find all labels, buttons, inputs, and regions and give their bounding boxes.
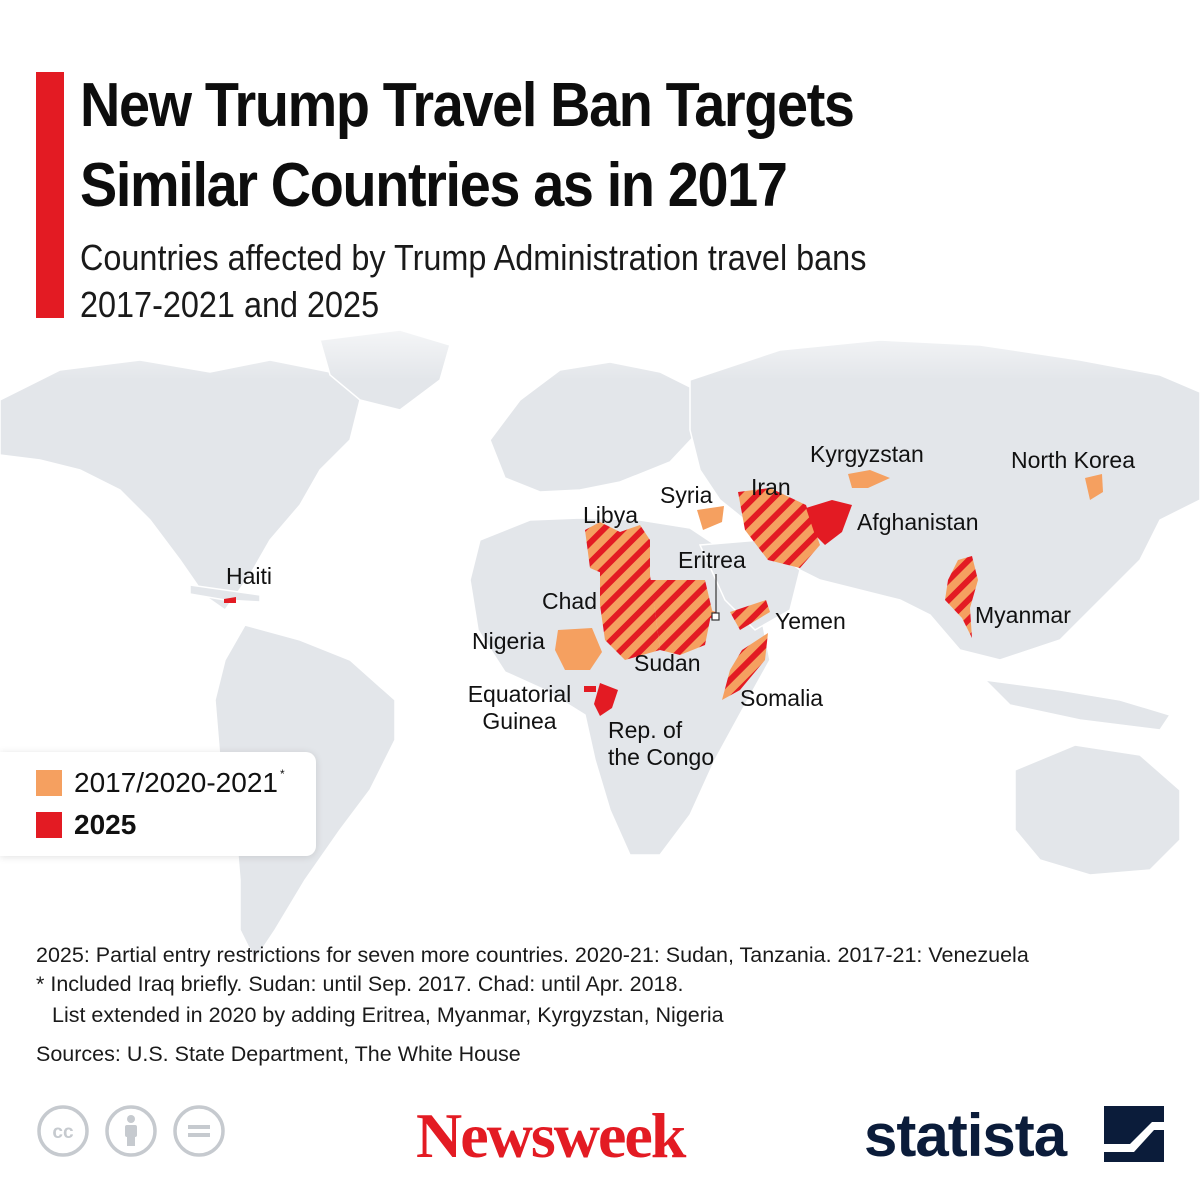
label-eritrea: Eritrea [678, 547, 746, 573]
legend-swatch-2025 [36, 812, 62, 838]
label-sudan: Sudan [634, 650, 701, 676]
svg-text:cc: cc [52, 1122, 74, 1143]
legend-item-2025: 2025 [36, 809, 136, 841]
country-sudan [650, 580, 712, 655]
label-rep-of-congo: Rep. of the Congo [608, 717, 714, 771]
southeast-asia-islands [982, 678, 1172, 731]
affected-countries [224, 470, 1103, 716]
label-syria: Syria [660, 482, 713, 508]
subtitle: Countries affected by Trump Administrati… [80, 234, 1016, 328]
label-congo-line-2: the Congo [608, 744, 715, 770]
title-line-1: New Trump Travel Ban Targets [80, 71, 855, 140]
label-myanmar: Myanmar [975, 602, 1071, 628]
footnote-line-1: 2025: Partial entry restrictions for sev… [36, 943, 1029, 967]
country-iran [738, 488, 820, 568]
label-congo-line-1: Rep. of [608, 717, 683, 743]
label-nigeria: Nigeria [472, 628, 545, 654]
country-chad [600, 572, 660, 660]
label-equatorial-guinea-line-2: Guinea [482, 708, 557, 734]
label-north-korea: North Korea [1011, 447, 1136, 473]
country-somalia [722, 633, 768, 700]
country-syria [697, 506, 724, 530]
legend-label-2025: 2025 [74, 809, 137, 840]
label-kyrgyzstan: Kyrgyzstan [810, 441, 924, 467]
country-afghanistan [806, 500, 852, 545]
footnote-line-2: * Included Iraq briefly. Sudan: until Se… [36, 972, 684, 996]
country-nigeria [555, 628, 602, 670]
label-equatorial-guinea-line-1: Equatorial [467, 681, 572, 707]
label-libya: Libya [583, 502, 638, 528]
label-afghanistan: Afghanistan [857, 509, 979, 535]
legend-swatch-2017 [36, 770, 62, 796]
subtitle-line-1: Countries affected by Trump Administrati… [80, 237, 867, 278]
legend-item-2017: 2017/2020-2021 * [36, 767, 285, 799]
label-haiti: Haiti [226, 563, 273, 589]
newsweek-logo[interactable]: Newsweek [416, 1100, 686, 1171]
label-somalia: Somalia [740, 685, 824, 711]
label-yemen: Yemen [775, 608, 846, 634]
no-derivatives-icon[interactable] [172, 1104, 226, 1158]
caribbean [189, 584, 261, 603]
statista-mark-icon [1104, 1106, 1164, 1162]
country-equatorial-guinea [584, 686, 596, 692]
label-chad: Chad [542, 588, 597, 614]
title-line-2: Similar Countries as in 2017 [80, 151, 788, 220]
eritrea-leader [711, 574, 720, 621]
subtitle-line-2: 2017-2021 and 2025 [80, 284, 380, 325]
north-america [0, 359, 361, 612]
attribution-icon[interactable] [104, 1104, 158, 1158]
country-haiti [224, 597, 236, 603]
cc-icon[interactable]: cc [36, 1104, 90, 1158]
map-top-fade [0, 300, 1200, 380]
country-myanmar [945, 556, 978, 638]
country-north-korea [1085, 474, 1103, 500]
land-masses [0, 329, 1200, 962]
australia [1014, 744, 1181, 876]
label-equatorial-guinea: Equatorial Guinea [462, 681, 577, 735]
legend: 2017/2020-2021 * 2025 [0, 752, 316, 856]
legend-footnote-marker: * [279, 767, 285, 781]
country-yemen [730, 600, 770, 630]
country-libya [585, 522, 650, 580]
accent-bar [36, 72, 64, 318]
country-congo [594, 683, 618, 716]
country-kyrgyzstan [848, 470, 890, 488]
sources: Sources: U.S. State Department, The Whit… [36, 1042, 521, 1066]
footnote-line-3: List extended in 2020 by adding Eritrea,… [52, 1003, 724, 1027]
statista-logo-text[interactable]: statista [864, 1102, 1067, 1169]
legend-label-2017: 2017/2020-2021 * [74, 767, 285, 798]
label-iran: Iran [751, 474, 791, 500]
europe [489, 361, 701, 493]
page-title: New Trump Travel Ban Targets Similar Cou… [80, 66, 1034, 226]
license-icons: cc [36, 1104, 226, 1158]
